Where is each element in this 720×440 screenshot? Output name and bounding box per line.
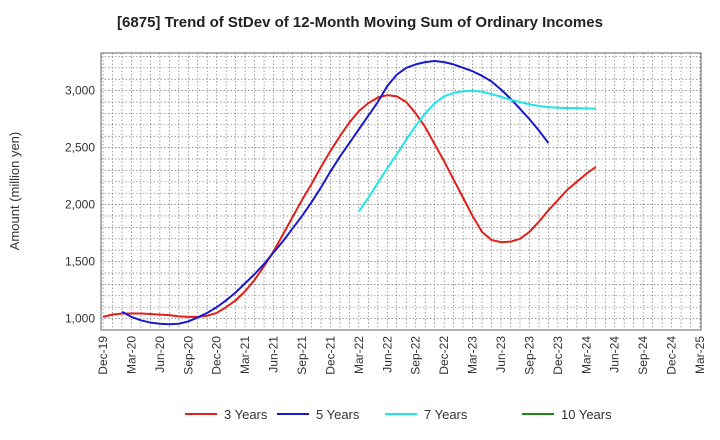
y-tick-label: 2,500 [65, 141, 95, 155]
legend-label-3-years: 3 Years [224, 407, 268, 422]
x-tick-label: Dec-20 [210, 336, 224, 375]
x-tick-label: Dec-19 [96, 336, 110, 375]
legend-label-7-years: 7 Years [424, 407, 468, 422]
x-tick-label: Mar-21 [238, 336, 252, 374]
legend-label-5-years: 5 Years [316, 407, 360, 422]
y-tick-label: 3,000 [65, 84, 95, 98]
x-tick-label: Jun-22 [380, 336, 394, 373]
x-tick-label: Mar-20 [124, 336, 138, 374]
x-tick-label: Sep-23 [522, 336, 536, 375]
x-tick-label: Jun-24 [608, 336, 622, 373]
x-tick-label: Dec-22 [437, 336, 451, 375]
series-line-5-years [121, 59, 550, 326]
x-tick-label: Sep-24 [636, 336, 650, 375]
y-axis: 1,000 1,500 2,000 2,500 3,000 [65, 84, 95, 326]
series-line-7-years [358, 89, 596, 213]
x-tick-label: Dec-23 [551, 336, 565, 375]
x-tick-label: Mar-22 [352, 336, 366, 374]
y-axis-label: Amount (million yen) [7, 132, 22, 251]
series-lines [102, 59, 597, 326]
x-tick-label: Mar-25 [693, 336, 707, 374]
x-axis: Dec-19 Mar-20 Jun-20 Sep-20 Dec-20 Mar-21 Jun-… [96, 336, 707, 375]
x-tick-label: Mar-23 [466, 336, 480, 374]
grid [101, 53, 701, 330]
chart-title: [6875] Trend of StDev of 12-Month Moving… [117, 14, 603, 31]
y-tick-label: 1,500 [65, 255, 95, 269]
legend-label-10-years: 10 Years [561, 407, 612, 422]
x-tick-label: Sep-22 [409, 336, 423, 375]
x-tick-label: Sep-20 [181, 336, 195, 375]
x-tick-label: Jun-21 [267, 336, 281, 373]
plot-frame [100, 52, 702, 331]
x-tick-label: Dec-21 [323, 336, 337, 375]
x-tick-label: Sep-21 [295, 336, 309, 375]
y-tick-label: 1,000 [65, 312, 95, 326]
y-tick-label: 2,000 [65, 198, 95, 212]
x-tick-label: Jun-20 [153, 336, 167, 373]
x-tick-label: Mar-24 [579, 336, 593, 374]
x-tick-label: Jun-23 [494, 336, 508, 373]
legend: 3 Years 5 Years 7 Years 10 Years [185, 407, 612, 422]
series-line-3-years [102, 94, 597, 318]
x-tick-label: Dec-24 [665, 336, 679, 375]
